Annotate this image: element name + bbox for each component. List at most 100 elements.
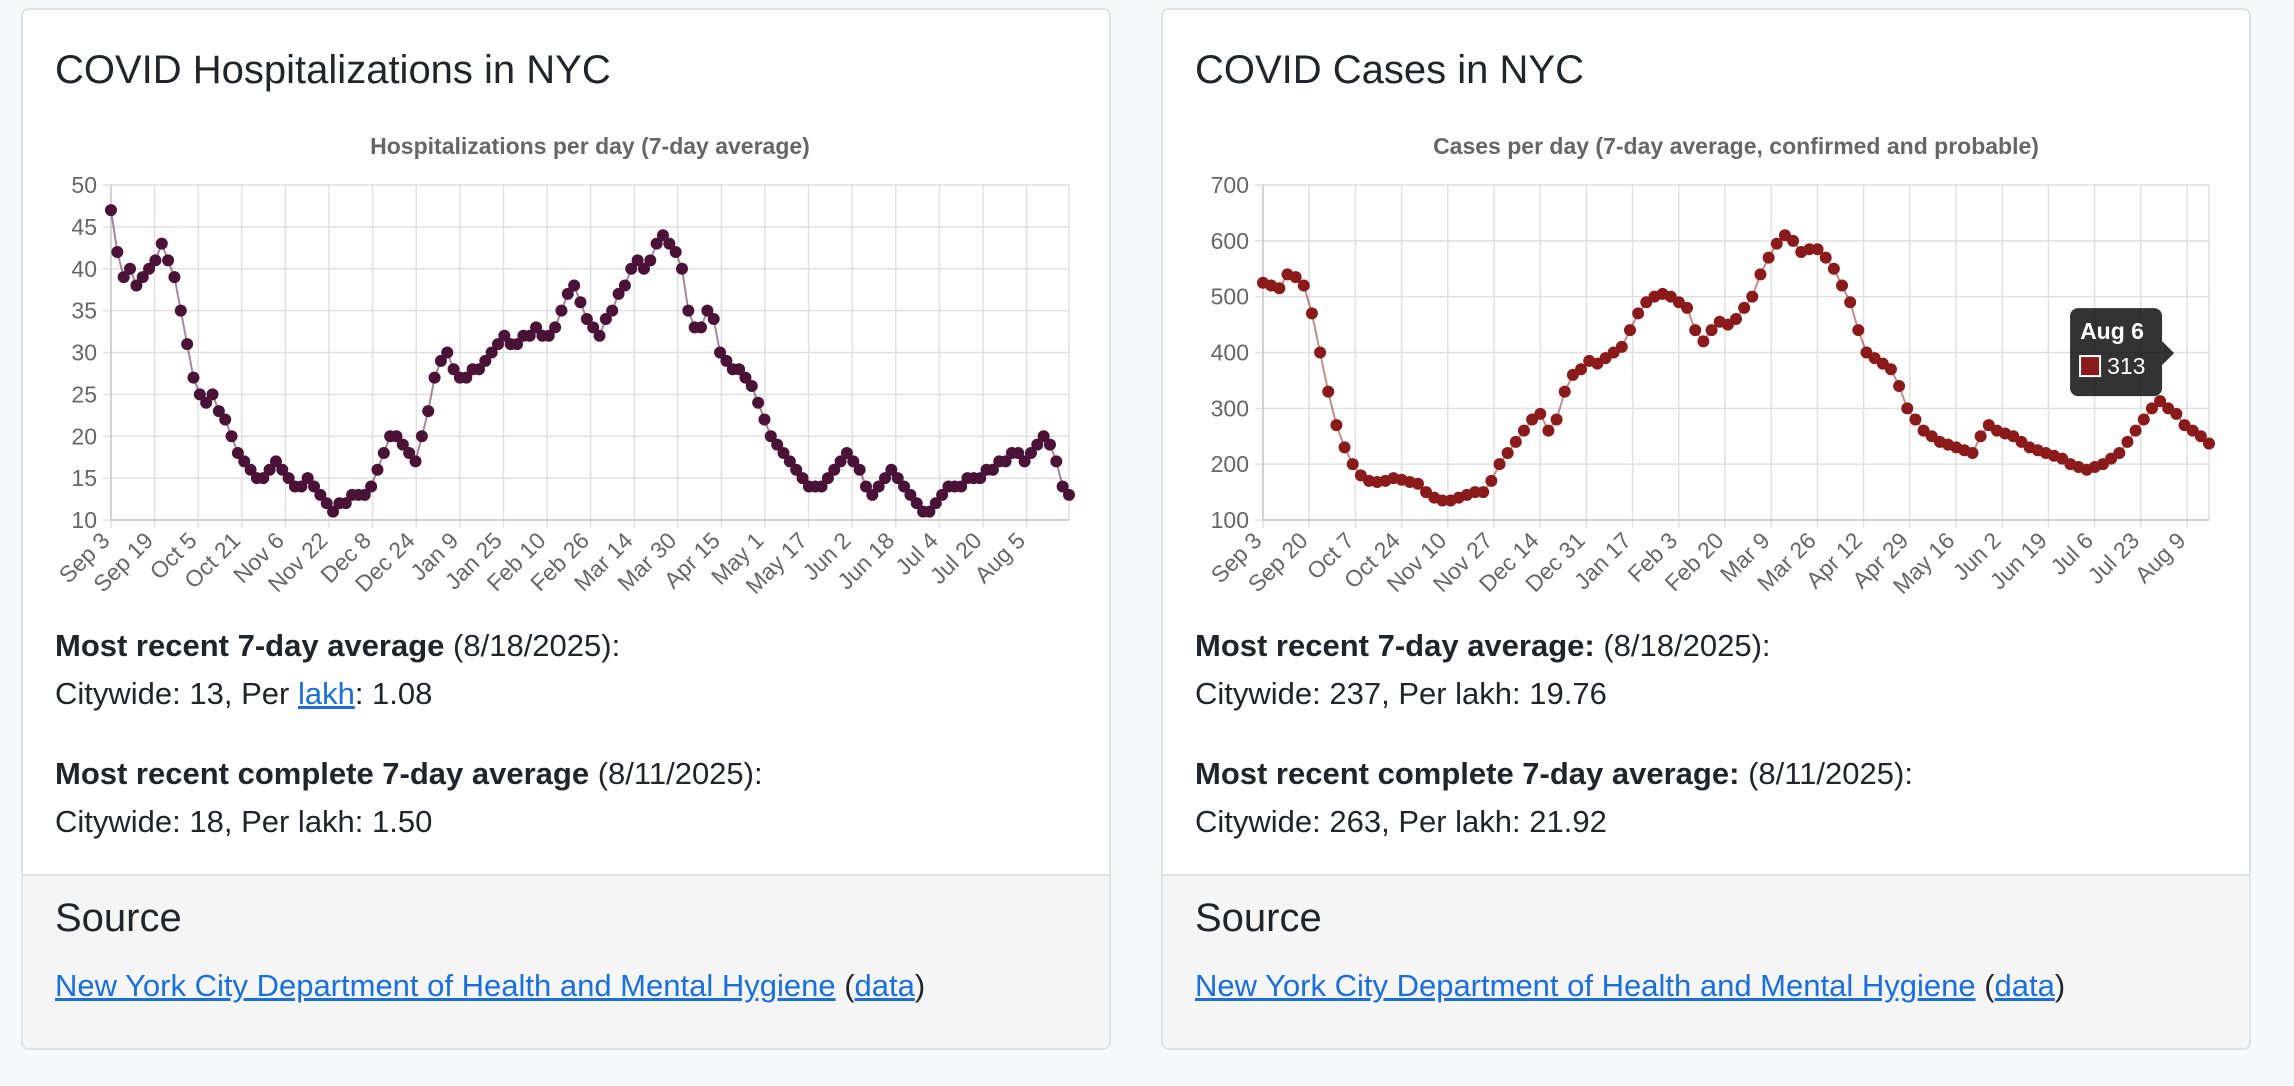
data-point[interactable] — [124, 262, 137, 275]
data-point[interactable] — [308, 480, 321, 493]
data-point[interactable] — [257, 472, 270, 485]
data-point[interactable] — [105, 204, 117, 217]
data-point[interactable] — [396, 438, 409, 451]
data-point[interactable] — [821, 472, 834, 485]
data-point[interactable] — [587, 321, 600, 334]
data-point[interactable] — [898, 480, 911, 493]
data-point[interactable] — [523, 329, 536, 342]
data-point[interactable] — [1901, 402, 1914, 415]
data-point[interactable] — [714, 346, 727, 359]
data-point[interactable] — [1974, 430, 1987, 443]
data-link[interactable]: data — [1994, 968, 2055, 1003]
data-point[interactable] — [301, 472, 314, 485]
data-point[interactable] — [1623, 324, 1636, 337]
data-point[interactable] — [403, 447, 416, 459]
data-point[interactable] — [339, 497, 352, 510]
data-point[interactable] — [1575, 363, 1588, 376]
data-point[interactable] — [904, 488, 917, 501]
data-point[interactable] — [879, 472, 892, 485]
data-point[interactable] — [891, 472, 904, 485]
data-point[interactable] — [187, 371, 200, 384]
data-point[interactable] — [606, 304, 619, 317]
data-point[interactable] — [1050, 455, 1063, 468]
data-point[interactable] — [701, 304, 714, 317]
data-point[interactable] — [974, 472, 987, 485]
data-point[interactable] — [1289, 271, 1302, 284]
data-point[interactable] — [612, 287, 625, 300]
data-point[interactable] — [1819, 251, 1832, 264]
data-point[interactable] — [1346, 458, 1359, 471]
data-point[interactable] — [1893, 380, 1906, 392]
data-point[interactable] — [1909, 413, 1922, 426]
data-point[interactable] — [472, 363, 485, 376]
data-point[interactable] — [1273, 282, 1286, 295]
data-point[interactable] — [1550, 413, 1563, 426]
data-point[interactable] — [130, 279, 143, 292]
data-point[interactable] — [174, 304, 187, 317]
data-point[interactable] — [193, 388, 206, 401]
data-point[interactable] — [1043, 438, 1056, 451]
data-point[interactable] — [859, 480, 872, 493]
data-point[interactable] — [764, 430, 777, 443]
data-point[interactable] — [1615, 340, 1628, 353]
data-point[interactable] — [644, 254, 657, 267]
data-point[interactable] — [2203, 437, 2215, 450]
data-point[interactable] — [117, 271, 130, 284]
data-point[interactable] — [485, 346, 498, 359]
data-point[interactable] — [428, 371, 441, 384]
data-point[interactable] — [358, 488, 371, 501]
data-point[interactable] — [625, 262, 638, 275]
data-point[interactable] — [365, 480, 378, 493]
data-point[interactable] — [1056, 480, 1069, 493]
data-point[interactable] — [1012, 447, 1025, 459]
data-point[interactable] — [1411, 477, 1424, 490]
data-point[interactable] — [1705, 324, 1718, 337]
data-point[interactable] — [2194, 430, 2207, 443]
data-point[interactable] — [269, 455, 282, 468]
data-point[interactable] — [1811, 243, 1824, 256]
data-point[interactable] — [675, 262, 688, 275]
data-point[interactable] — [923, 505, 936, 518]
data-point[interactable] — [669, 246, 682, 258]
data-point[interactable] — [1314, 346, 1327, 359]
data-point[interactable] — [1558, 385, 1571, 398]
data-point[interactable] — [752, 396, 765, 409]
data-point[interactable] — [707, 313, 720, 325]
data-point[interactable] — [1884, 363, 1897, 376]
data-point[interactable] — [2170, 407, 2183, 420]
data-point[interactable] — [320, 497, 333, 510]
data-point[interactable] — [599, 313, 612, 325]
data-point[interactable] — [650, 237, 663, 250]
data-point[interactable] — [1493, 458, 1506, 471]
data-point[interactable] — [1534, 407, 1547, 420]
data-point[interactable] — [1770, 237, 1783, 250]
data-point[interactable] — [910, 497, 923, 510]
source-link[interactable]: New York City Department of Health and M… — [1195, 968, 1976, 1003]
data-point[interactable] — [847, 455, 860, 468]
data-point[interactable] — [200, 396, 213, 409]
data-point[interactable] — [460, 371, 473, 384]
data-point[interactable] — [2113, 447, 2126, 459]
data-point[interactable] — [282, 472, 295, 485]
data-point[interactable] — [1024, 447, 1037, 459]
data-point[interactable] — [1689, 324, 1702, 337]
data-point[interactable] — [561, 287, 574, 300]
data-point[interactable] — [1485, 474, 1498, 487]
data-point[interactable] — [1330, 419, 1343, 432]
data-point[interactable] — [143, 262, 156, 275]
data-point[interactable] — [1836, 279, 1849, 292]
lakh-link[interactable]: lakh — [297, 676, 355, 711]
data-point[interactable] — [739, 371, 752, 384]
data-point[interactable] — [231, 447, 244, 459]
data-point[interactable] — [986, 463, 999, 476]
data-point[interactable] — [447, 363, 460, 376]
data-point[interactable] — [771, 438, 784, 451]
data-point[interactable] — [219, 413, 232, 426]
data-point[interactable] — [1738, 301, 1751, 314]
data-point[interactable] — [834, 455, 847, 468]
data-point[interactable] — [542, 329, 555, 342]
data-point[interactable] — [212, 405, 225, 418]
data-point[interactable] — [1501, 447, 1514, 459]
data-point[interactable] — [549, 321, 562, 334]
data-point[interactable] — [2154, 395, 2167, 408]
